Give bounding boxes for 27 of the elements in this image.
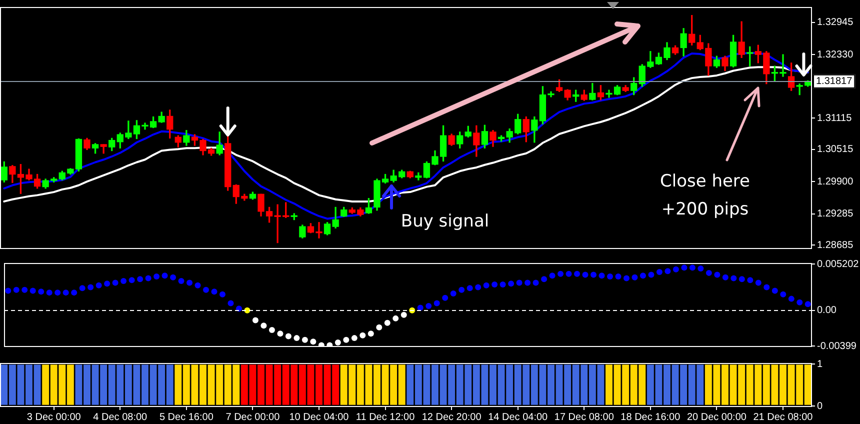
x-tick-label: 11 Dec 12:00 [356, 412, 416, 423]
y-tick-label: 1.29285 [817, 208, 854, 220]
y-tick-label: 0.00 [817, 305, 837, 316]
x-tick-label: 10 Dec 04:00 [289, 412, 350, 423]
annotation: Buy signal [400, 211, 490, 232]
y-tick-label: 0.005202 [817, 258, 860, 270]
x-tick-label: 4 Dec 08:00 [93, 412, 148, 423]
x-tick-label: 21 Dec 08:00 [753, 412, 814, 423]
x-tick-label: 5 Dec 16:00 [159, 412, 214, 423]
y-tick-label: 1.29900 [817, 176, 854, 188]
y-tick-label: 1.31115 [817, 112, 852, 124]
annotation: Close here +200 pips [660, 171, 750, 220]
y-tick-label: 1.32330 [817, 49, 854, 60]
x-tick-label: 17 Dec 08:00 [554, 412, 614, 423]
y-tick-label: -0.00399 [817, 340, 857, 352]
y-tick-label: 1.30515 [817, 144, 854, 156]
y-tick-label: 1 [817, 358, 823, 370]
x-tick-label: 14 Dec 04:00 [488, 412, 548, 423]
x-tick-label: 18 Dec 16:00 [620, 412, 681, 423]
x-tick-label: 7 Dec 00:00 [226, 412, 280, 423]
y-tick-label: 1.32945 [817, 17, 854, 28]
x-tick-label: 20 Dec 00:00 [686, 412, 747, 423]
x-tick-label: 12 Dec 20:00 [422, 412, 482, 423]
y-tick-label: 0 [817, 400, 823, 412]
x-tick-label: 3 Dec 00:00 [26, 412, 82, 423]
y-tick-label: 1.28685 [817, 240, 854, 251]
ref-line-label: 1.31817 [816, 76, 853, 88]
